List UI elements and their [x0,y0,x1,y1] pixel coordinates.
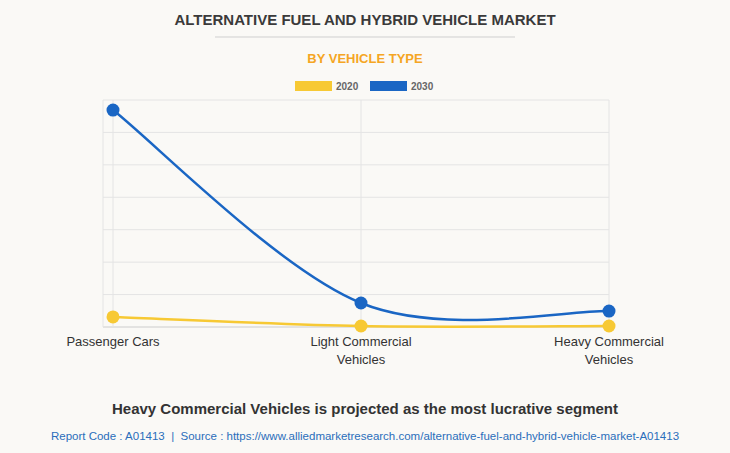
series-marker [603,305,616,318]
series-line [113,110,609,320]
x-tick-label: Light Commercial Vehicles [310,334,411,367]
series-marker [603,320,616,333]
series-marker [355,297,368,310]
grid-line [103,132,609,133]
plot-area [107,104,616,333]
title-rule [215,37,515,38]
grid-line [103,262,609,263]
category-grid-line [361,100,362,327]
category-grid-line [609,100,610,327]
x-tick-label-line: Vehicles [585,352,634,367]
x-tick-label-line: Light Commercial [310,334,411,349]
legend-swatch [370,81,407,91]
grid-line [103,229,609,230]
grid [103,100,609,327]
grid-line [103,294,609,295]
legend-label: 2030 [411,81,434,92]
legend-label: 2020 [336,81,359,92]
x-tick-label-line: Vehicles [337,352,386,367]
series-marker [107,310,120,323]
grid-line [103,164,609,165]
x-tick-label-line: Heavy Commercial [554,334,664,349]
legend: 2020 2030 [295,81,434,92]
x-tick-label: Heavy Commercial Vehicles [554,334,664,367]
grid-line [103,100,609,101]
background [0,0,730,453]
series-marker [355,320,368,333]
annotation: Heavy Commercial Vehicles is projected a… [112,400,618,417]
category-grid-line [113,100,114,327]
x-tick-label-line: Passenger Cars [66,334,160,349]
chart-container: ALTERNATIVE FUEL AND HYBRID VEHICLE MARK… [0,0,730,453]
title: ALTERNATIVE FUEL AND HYBRID VEHICLE MARK… [174,11,555,28]
x-tick-label: Passenger Cars [66,334,160,349]
chart: ALTERNATIVE FUEL AND HYBRID VEHICLE MARK… [0,0,730,453]
axis-line [103,100,104,327]
legend-swatch [295,81,332,91]
grid-line [103,197,609,198]
series-marker [107,104,120,117]
source-note: Report Code : A01413 | Source : https://… [51,430,679,442]
subtitle: BY VEHICLE TYPE [307,51,423,66]
